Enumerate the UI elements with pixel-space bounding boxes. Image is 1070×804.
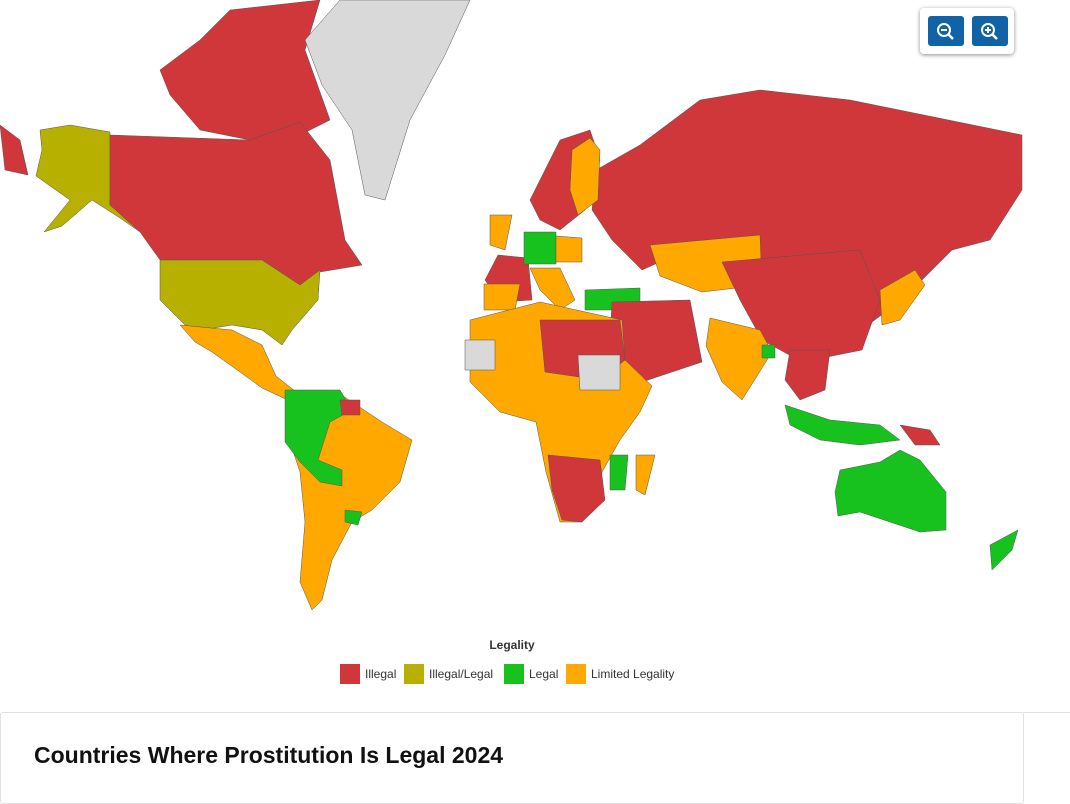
world-map: Legality Illegal Illegal/Legal Legal Limite… bbox=[0, 0, 1023, 684]
country bbox=[705, 317, 773, 401]
country bbox=[339, 399, 361, 416]
country bbox=[523, 231, 557, 265]
country bbox=[159, 0, 331, 141]
divider bbox=[1023, 712, 1070, 713]
country bbox=[834, 449, 947, 533]
country bbox=[159, 259, 321, 346]
country bbox=[879, 269, 926, 326]
country bbox=[344, 509, 363, 526]
country bbox=[899, 424, 941, 446]
zoom-controls bbox=[920, 8, 1014, 54]
country bbox=[784, 349, 831, 401]
zoom-out-icon bbox=[937, 23, 954, 40]
country bbox=[547, 454, 606, 523]
country bbox=[483, 283, 521, 311]
country bbox=[989, 529, 1019, 571]
country bbox=[35, 124, 141, 233]
legend-label: Limited Legality bbox=[591, 667, 674, 681]
legend-label: Illegal/Legal bbox=[429, 667, 493, 681]
zoom-in-icon bbox=[981, 23, 998, 40]
zoom-in-button[interactable] bbox=[972, 16, 1008, 46]
country bbox=[0, 124, 29, 176]
legend: Illegal Illegal/Legal Legal Limited Legalit… bbox=[340, 664, 674, 684]
country bbox=[609, 454, 629, 491]
country bbox=[784, 404, 901, 446]
legend-swatch bbox=[504, 664, 524, 684]
legend-swatch bbox=[340, 664, 360, 684]
legend-title: Legality bbox=[489, 638, 535, 652]
country bbox=[577, 354, 621, 391]
legend-label: Illegal bbox=[365, 667, 396, 681]
country bbox=[569, 137, 601, 216]
country bbox=[489, 214, 513, 251]
country bbox=[304, 0, 471, 201]
countries bbox=[0, 0, 1023, 611]
country bbox=[555, 235, 583, 263]
legend-label: Legal bbox=[529, 667, 558, 681]
legend-swatch bbox=[566, 664, 586, 684]
country bbox=[529, 267, 576, 311]
country bbox=[761, 344, 776, 359]
legend-swatch bbox=[404, 664, 424, 684]
zoom-out-button[interactable] bbox=[928, 16, 964, 46]
article-card: Countries Where Prostitution Is Legal 20… bbox=[0, 712, 1024, 804]
article-heading: Countries Where Prostitution Is Legal 20… bbox=[34, 742, 504, 768]
country bbox=[635, 454, 656, 496]
country bbox=[464, 339, 496, 371]
